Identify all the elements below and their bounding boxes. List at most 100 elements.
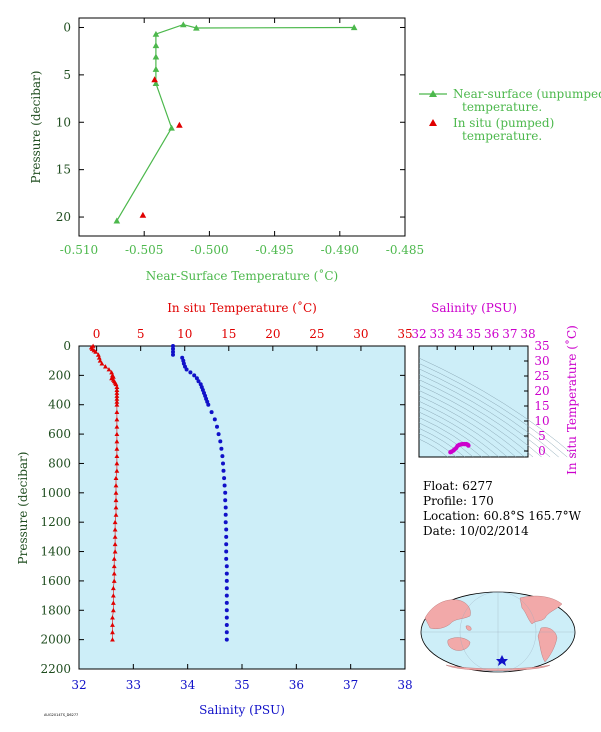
temp-tick-label: 5 [137, 327, 145, 341]
ts-sal-tick-label: 34 [448, 327, 464, 341]
ts-temp-tick-label: 20 [534, 384, 549, 398]
sal-tick-label: 35 [234, 678, 249, 692]
pressure-axis-ticks: 0 200 400 600 800 1000 1200 1400 1600 1800 2000 220… [40, 339, 405, 676]
temperature-point [112, 527, 118, 532]
ts-points [448, 441, 471, 455]
temp-tick-label: 30 [353, 327, 368, 341]
temperature-point [112, 549, 118, 554]
temperature-point [112, 534, 118, 539]
temperature-point [113, 381, 119, 387]
ts-salinity-axis-title: Salinity (PSU) [431, 301, 517, 315]
temperature-point [114, 431, 120, 437]
temperature-point [114, 387, 120, 392]
density-contour [418, 357, 576, 458]
pressure-axis-title: Pressure (decibar) [16, 452, 30, 565]
location-map [420, 591, 576, 673]
salinity-point [171, 346, 175, 351]
unpumped-temperature-point [152, 42, 160, 49]
salinity-point [224, 586, 229, 591]
sal-tick-label: 32 [71, 678, 86, 692]
density-contour [418, 379, 542, 458]
density-contour [418, 438, 448, 458]
salinity-point [219, 446, 224, 451]
pumped-temperature-point [151, 76, 158, 83]
density-contour [418, 411, 491, 458]
salinity-point [212, 417, 217, 422]
profile-number: Profile: 170 [423, 494, 494, 508]
density-contour [418, 363, 568, 458]
salinity-point [223, 490, 228, 495]
salinity-point [224, 630, 229, 635]
ts-temp-tick-label: 30 [534, 354, 549, 368]
pressure-tick-label: 800 [48, 456, 71, 470]
ns-y-tick-label: 10 [56, 115, 71, 129]
temperature-point [96, 355, 102, 360]
temperature-point [113, 497, 119, 503]
unpumped-temperature-point [168, 124, 175, 131]
temperature-point [113, 483, 119, 488]
density-contour [418, 384, 534, 458]
density-contour [418, 422, 474, 458]
salinity-point [218, 439, 223, 444]
legend-marker-unpumped [429, 90, 437, 97]
temp-tick-label: 15 [221, 327, 236, 341]
ts-temp-tick-label: 25 [534, 369, 549, 383]
temperature-point [114, 409, 120, 414]
density-contour [418, 390, 525, 458]
temperature-point [112, 541, 118, 547]
density-contour [418, 368, 559, 458]
near-surface-x-axis-title: Near-Surface Temperature (˚C) [146, 268, 338, 283]
ns-x-tick-label: -0.510 [60, 243, 98, 257]
salinity-axis-title: Salinity (PSU) [199, 703, 285, 717]
salinity-point [222, 483, 227, 488]
ts-temp-tick-label: 15 [534, 399, 549, 413]
salinity-point [224, 578, 229, 583]
legend-marker-pumped [429, 119, 437, 126]
temperature-point [113, 512, 119, 517]
ns-x-tick-label: -0.485 [386, 243, 424, 257]
ts-temperature-axis-title: In situ Temperature (˚C) [564, 325, 579, 475]
temperature-point [110, 622, 115, 627]
salinity-point [196, 379, 201, 384]
salinity-point [171, 352, 175, 357]
salinity-axis-ticks: 32 33 34 35 36 37 38 [71, 664, 413, 692]
pumped-temperature-point [176, 121, 183, 128]
ns-y-tick-label: 5 [63, 68, 71, 82]
near-surface-y-ticks: 0 5 10 15 20 [56, 20, 405, 224]
salinity-point [209, 410, 214, 415]
temp-tick-label: 0 [93, 327, 101, 341]
salinity-point [188, 370, 193, 375]
map-graticule [421, 591, 575, 673]
float-id: Float: 6277 [423, 479, 493, 493]
salinity-point [223, 512, 228, 517]
pumped-temperature-point [139, 211, 147, 218]
legend-label-pumped: In situ (pumped) temperature. [453, 116, 558, 143]
salinity-point [223, 505, 228, 510]
pressure-tick-label: 1600 [40, 574, 71, 588]
temperature-point [114, 453, 120, 459]
temperature-point [109, 370, 114, 375]
salinity-point [224, 593, 229, 598]
temp-tick-label: 35 [397, 327, 412, 341]
ts-sal-tick-label: 36 [484, 327, 499, 341]
ts-point [466, 443, 471, 448]
salinity-point [181, 361, 186, 366]
temperature-point [114, 393, 120, 398]
ts-sal-tick-label: 32 [411, 327, 426, 341]
temperature-axis-ticks: 0 5 10 15 20 25 30 35 [93, 327, 413, 351]
density-contour [418, 373, 551, 458]
temperature-point [114, 399, 120, 404]
near-surface-x-ticks: -0.510 -0.505 -0.500 -0.495 -0.490 -0.485 [60, 18, 424, 257]
density-contour [418, 406, 499, 458]
pressure-tick-label: 1800 [40, 603, 71, 617]
pressure-tick-label: 1400 [40, 545, 71, 559]
unpumped-temperature-point [113, 217, 121, 224]
date: Date: 10/02/2014 [423, 524, 529, 538]
temperature-point [114, 417, 120, 422]
salinity-point [224, 608, 229, 613]
ns-x-tick-label: -0.495 [255, 243, 293, 257]
salinity-point [224, 527, 229, 532]
